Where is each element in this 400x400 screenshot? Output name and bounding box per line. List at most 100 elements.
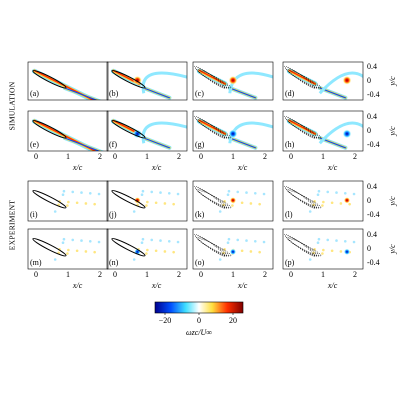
panel <box>31 68 102 100</box>
panel-frame <box>106 110 188 152</box>
speckle <box>80 239 83 242</box>
x-tick-label: 1 <box>66 270 70 279</box>
panel-label: (n) <box>109 258 119 267</box>
speckle <box>66 204 69 207</box>
speckle <box>308 258 312 261</box>
panel-label: (g) <box>195 140 205 149</box>
panel-label: (f) <box>109 140 117 149</box>
panel <box>110 68 187 100</box>
speckle <box>132 210 136 213</box>
colorbar-label: ωzc/U∞ <box>186 328 212 337</box>
y-tick-label: 0.4 <box>367 62 377 71</box>
x-tick-label: 2 <box>177 270 181 279</box>
panel-label: (i) <box>30 210 38 219</box>
speckle <box>343 192 347 195</box>
speckle <box>240 249 244 253</box>
wake <box>318 121 363 145</box>
speckle <box>352 192 356 196</box>
airfoil <box>111 190 146 209</box>
panel-frame <box>192 61 274 101</box>
speckle <box>330 201 334 205</box>
speckle <box>146 248 149 252</box>
speckle <box>245 191 248 194</box>
airfoil <box>286 188 320 209</box>
speckle <box>330 249 334 253</box>
speckle <box>258 250 261 254</box>
speckle <box>236 190 240 194</box>
speckle <box>339 202 343 205</box>
vortex <box>343 248 351 255</box>
panel-frame <box>192 110 274 152</box>
speckle <box>321 252 324 255</box>
x-tick-label: 2 <box>98 152 102 161</box>
speckle <box>245 239 248 242</box>
x-tick-label: 1 <box>145 270 149 279</box>
x-tick-label: 1 <box>321 270 325 279</box>
speckle <box>335 239 338 242</box>
speckle <box>150 238 154 242</box>
x-tick-label: 1 <box>66 152 70 161</box>
panel-frame <box>27 180 109 222</box>
shear-layer <box>33 69 95 100</box>
vortex <box>342 75 352 85</box>
shear-layer <box>64 137 101 151</box>
shear-layer <box>143 137 170 149</box>
airfoil <box>285 235 318 257</box>
y-tick-label: 0 <box>367 244 371 253</box>
y-axis-label: y/c <box>388 196 397 207</box>
airfoil <box>285 187 318 209</box>
speckle <box>227 237 231 241</box>
airfoil <box>284 233 315 257</box>
speckle <box>75 201 79 205</box>
airfoil <box>286 236 320 257</box>
speckle <box>231 204 234 207</box>
speckle <box>240 201 244 205</box>
y-axis-label: y/c <box>388 76 397 87</box>
speckle <box>71 238 75 242</box>
speckle <box>322 200 325 204</box>
speckle <box>88 192 92 195</box>
panel-label: (b) <box>109 89 119 98</box>
wake <box>318 71 363 95</box>
panel-label: (a) <box>30 89 39 98</box>
y-tick-label: -0.4 <box>367 258 380 267</box>
x-axis-label: x/c <box>151 281 162 290</box>
y-axis-label: y/c <box>388 244 397 255</box>
colorbar-tick-label: 20 <box>229 316 237 325</box>
speckle <box>321 204 324 207</box>
airfoil <box>195 117 228 139</box>
speckle <box>326 190 330 194</box>
airfoil <box>196 236 230 257</box>
speckle <box>348 202 351 206</box>
panel-label: (c) <box>195 89 204 98</box>
speckle <box>326 238 330 242</box>
section-label: EXPERIMENT <box>8 200 17 251</box>
speckle <box>262 192 266 196</box>
panel-label: (j) <box>109 210 117 219</box>
x-tick-label: 2 <box>353 152 357 161</box>
x-tick-label: 0 <box>199 152 203 161</box>
speckle <box>146 200 149 204</box>
y-tick-label: -0.4 <box>367 140 380 149</box>
airfoil <box>195 235 228 257</box>
x-axis-label: x/c <box>237 281 248 290</box>
speckle <box>316 193 320 196</box>
speckle <box>61 241 65 244</box>
panel <box>284 115 363 150</box>
airfoil <box>285 117 318 139</box>
panel <box>194 233 266 261</box>
speckle <box>71 190 75 194</box>
x-tick-label: 1 <box>231 270 235 279</box>
shear-layer <box>288 69 316 85</box>
speckle <box>226 241 230 244</box>
speckle <box>159 239 162 242</box>
speckle <box>159 191 162 194</box>
speckle <box>352 240 356 244</box>
speckle <box>253 240 257 243</box>
x-tick-label: 0 <box>289 152 293 161</box>
speckle <box>236 238 240 242</box>
y-axis-label: y/c <box>388 126 397 137</box>
shear-layer <box>229 87 256 99</box>
y-tick-label: -0.4 <box>367 90 380 99</box>
panel-frame <box>106 180 188 222</box>
